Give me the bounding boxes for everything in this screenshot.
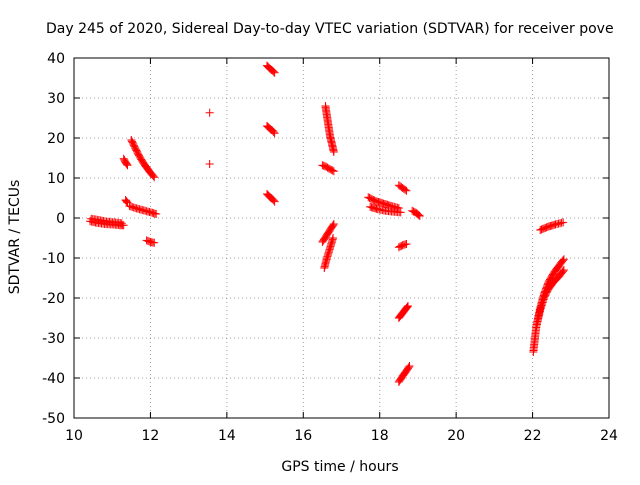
y-tick-label: -20: [42, 291, 65, 307]
data-point: [205, 160, 214, 168]
data-point: [122, 159, 131, 168]
y-tick-label: 20: [47, 131, 65, 147]
data-point: [559, 218, 568, 227]
data-point: [122, 197, 131, 206]
x-tick-label: 18: [371, 428, 389, 444]
data-point: [269, 128, 278, 136]
data-point: [403, 302, 412, 310]
data-point: [270, 129, 279, 138]
y-axis-label: SDTVAR / TECUs: [7, 180, 23, 295]
x-tick-label: 20: [447, 428, 465, 444]
data-point: [403, 303, 412, 311]
data-point: [401, 185, 410, 194]
data-point: [559, 255, 568, 264]
x-tick-label: 24: [600, 428, 618, 444]
y-tick-label: -40: [42, 371, 65, 387]
data-point: [404, 363, 413, 372]
x-axis-label: GPS time / hours: [281, 459, 398, 475]
data-point: [402, 240, 411, 248]
data-point: [402, 304, 411, 312]
data-point: [149, 172, 158, 181]
y-tick-label: 0: [56, 211, 65, 227]
data-point: [123, 161, 132, 170]
data-point: [122, 160, 131, 169]
x-tick-label: 12: [142, 428, 160, 444]
y-tick-label: -50: [42, 411, 65, 427]
data-point: [413, 210, 422, 219]
data-point: [150, 173, 159, 182]
data-point: [205, 108, 214, 117]
x-tick-label: 10: [65, 428, 83, 444]
data-point: [269, 196, 278, 205]
data-point: [558, 267, 567, 276]
data-point: [119, 221, 128, 230]
y-tick-label: -30: [42, 331, 65, 347]
data-point: [329, 148, 338, 156]
plot-frame: [73, 57, 610, 419]
data-point: [559, 266, 568, 274]
axis-ticks: 10 12 14 16 18 20 22 24 -50 -40 -30 -20 -10 0 10 20 30 40: [42, 51, 618, 444]
chart-title: Day 245 of 2020, Sidereal Day-to-day VTE…: [46, 21, 614, 37]
data-point: [396, 208, 405, 217]
data-point: [329, 234, 338, 242]
data-point: [117, 219, 126, 228]
data-point: [405, 362, 414, 370]
data-point: [268, 66, 277, 75]
y-tick-label: -10: [42, 251, 65, 267]
data-point: [329, 220, 338, 228]
data-point: [270, 197, 279, 206]
data-point: [558, 256, 567, 265]
data-point: [328, 166, 337, 175]
data-point: [402, 186, 411, 195]
data-point: [269, 67, 278, 76]
y-tick-label: 30: [47, 91, 65, 107]
data-point: [150, 238, 159, 247]
data-points: [86, 61, 568, 386]
y-tick-label: 10: [47, 171, 65, 187]
x-tick-label: 16: [294, 428, 312, 444]
data-point: [329, 167, 338, 176]
data-point: [415, 212, 424, 220]
x-tick-label: 14: [218, 428, 236, 444]
data-point: [414, 211, 423, 220]
y-tick-label: 40: [47, 51, 65, 67]
grid: [74, 58, 609, 418]
data-point: [270, 68, 279, 77]
data-point: [123, 198, 132, 207]
data-point: [122, 196, 131, 205]
data-point: [152, 210, 161, 218]
x-tick-label: 22: [524, 428, 542, 444]
data-point: [329, 221, 338, 230]
